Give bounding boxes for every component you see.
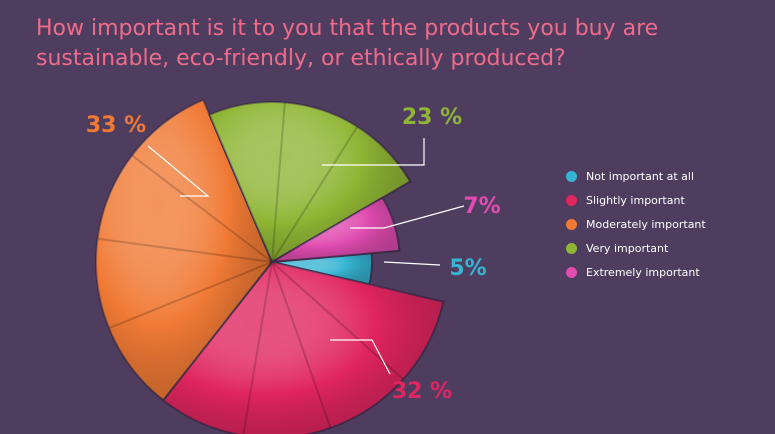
pouch-divider xyxy=(242,261,273,434)
legend-swatch xyxy=(566,242,577,254)
pie-slice-shading xyxy=(272,253,372,285)
leader-line-very-important xyxy=(322,138,425,166)
leader-line-moderately-important xyxy=(147,145,210,197)
value-label-slightly-important: 32 % xyxy=(392,379,452,404)
legend-item-extremely-important: Extremely important xyxy=(566,265,706,279)
legend-label: Very important xyxy=(586,241,669,255)
pouch-divider xyxy=(271,261,404,381)
legend-label: Not important at all xyxy=(586,169,695,183)
pie-slice-shading xyxy=(272,197,400,262)
legend-swatch xyxy=(566,170,577,182)
legend-label: Moderately important xyxy=(586,217,706,231)
legend-label: Slightly important xyxy=(586,193,685,207)
value-label-very-important: 23 % xyxy=(402,105,462,130)
leader-line-slightly-important xyxy=(330,339,391,375)
pouch-divider xyxy=(108,261,273,330)
pouch-divider xyxy=(97,237,273,263)
pouch-divider xyxy=(131,154,273,263)
pie-slice-shading xyxy=(209,102,411,262)
legend-item-not-important: Not important at all xyxy=(566,169,706,183)
value-label-not-important: 5% xyxy=(449,256,486,281)
legend-item-slightly-important: Slightly important xyxy=(566,193,706,207)
legend-item-moderately-important: Moderately important xyxy=(566,217,706,231)
pie-slice-shading xyxy=(95,99,272,401)
legend-swatch xyxy=(566,266,577,278)
legend-swatch xyxy=(566,194,577,206)
value-label-extremely-important: 7% xyxy=(463,194,500,219)
pouch-divider xyxy=(271,126,359,263)
legend: Not important at all Slightly important … xyxy=(566,170,706,290)
pouch-divider xyxy=(271,102,286,263)
value-label-moderately-important: 33 % xyxy=(86,113,146,138)
leader-line-not-important xyxy=(383,261,441,266)
chart-title: How important is it to you that the prod… xyxy=(36,16,659,71)
pie-slice-shading xyxy=(163,262,444,434)
legend-item-very-important: Very important xyxy=(566,241,706,255)
legend-swatch xyxy=(566,218,577,230)
pouch-divider xyxy=(271,261,332,429)
leader-line-extremely-important xyxy=(350,205,465,229)
legend-label: Extremely important xyxy=(586,265,700,279)
